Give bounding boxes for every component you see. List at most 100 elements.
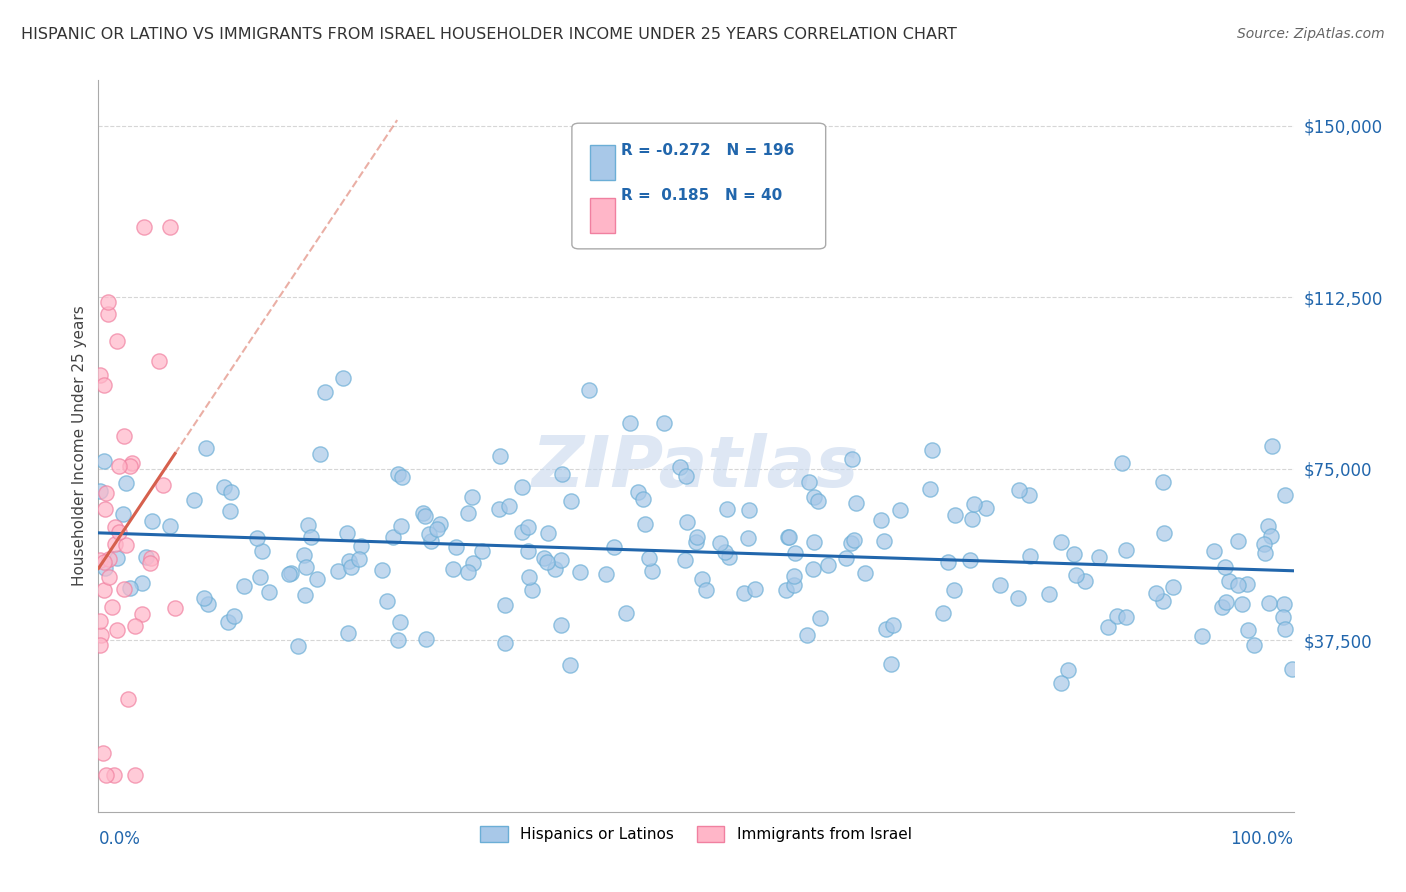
Point [718, 549, 741, 564]
Point [1057, 663, 1080, 677]
Point [294, 588, 316, 602]
Point [112, 582, 135, 596]
Point [98, 570, 121, 584]
Point [91, 747, 114, 761]
Point [118, 459, 141, 474]
Point [105, 623, 128, 637]
Point [1152, 475, 1174, 489]
Point [117, 692, 139, 706]
Point [517, 520, 540, 534]
Point [796, 628, 818, 642]
Point [371, 563, 394, 577]
Point [309, 447, 332, 461]
Point [131, 576, 153, 591]
Point [90, 628, 112, 642]
Point [461, 557, 484, 571]
Point [387, 467, 409, 482]
Point [1257, 596, 1279, 610]
Point [959, 553, 981, 567]
Point [159, 219, 181, 234]
Point [494, 599, 516, 613]
Point [1050, 534, 1073, 549]
Point [104, 520, 127, 534]
Point [350, 539, 373, 553]
Point [98, 552, 121, 566]
Point [104, 537, 127, 551]
Point [633, 491, 655, 506]
Point [1144, 586, 1167, 600]
Point [1019, 549, 1042, 563]
Point [246, 531, 269, 545]
Point [297, 518, 319, 533]
Point [295, 560, 318, 574]
Point [797, 475, 820, 490]
Point [510, 525, 533, 540]
Point [287, 639, 309, 653]
Point [152, 478, 174, 492]
Point [603, 540, 626, 554]
Point [638, 550, 661, 565]
Point [669, 460, 692, 475]
Point [148, 353, 170, 368]
Point [512, 479, 534, 493]
Point [1254, 546, 1277, 560]
Point [94, 560, 117, 574]
Point [551, 467, 574, 481]
Point [537, 525, 560, 540]
Point [675, 469, 697, 483]
Point [105, 334, 128, 348]
Point [550, 553, 572, 567]
Point [1204, 544, 1226, 558]
Point [195, 441, 218, 455]
Point [280, 566, 302, 581]
Point [550, 618, 572, 632]
Point [1161, 580, 1184, 594]
Point [89, 614, 111, 628]
Point [783, 578, 806, 592]
Point [1007, 591, 1029, 605]
Point [1243, 638, 1265, 652]
Point [1018, 488, 1040, 502]
Point [105, 550, 128, 565]
Point [299, 530, 322, 544]
Point [307, 572, 329, 586]
Point [498, 499, 520, 513]
Point [391, 470, 413, 484]
Point [257, 585, 280, 599]
Point [1215, 559, 1237, 574]
Point [1097, 620, 1119, 634]
Point [89, 638, 111, 652]
Text: Source: ZipAtlas.com: Source: ZipAtlas.com [1237, 27, 1385, 41]
Point [219, 484, 242, 499]
Point [124, 619, 146, 633]
Point [807, 493, 830, 508]
Point [803, 490, 825, 504]
Point [709, 536, 731, 550]
Point [134, 219, 156, 234]
Y-axis label: Householder Income Under 25 years: Householder Income Under 25 years [72, 306, 87, 586]
Point [249, 570, 271, 584]
Point [415, 632, 437, 646]
Point [533, 550, 555, 565]
Point [776, 530, 799, 544]
Point [716, 501, 738, 516]
Point [692, 572, 714, 586]
Point [426, 522, 449, 536]
Point [96, 486, 118, 500]
Point [446, 540, 468, 554]
Point [738, 503, 761, 517]
Point [97, 308, 120, 322]
Point [845, 496, 868, 510]
Point [1153, 526, 1175, 541]
Point [1227, 533, 1250, 548]
Point [595, 567, 617, 582]
Point [558, 657, 581, 672]
Point [803, 534, 825, 549]
Point [141, 514, 163, 528]
Point [377, 594, 399, 608]
Point [121, 456, 143, 470]
Point [1088, 549, 1111, 564]
Point [889, 503, 911, 517]
Point [141, 551, 163, 566]
Point [314, 385, 336, 400]
